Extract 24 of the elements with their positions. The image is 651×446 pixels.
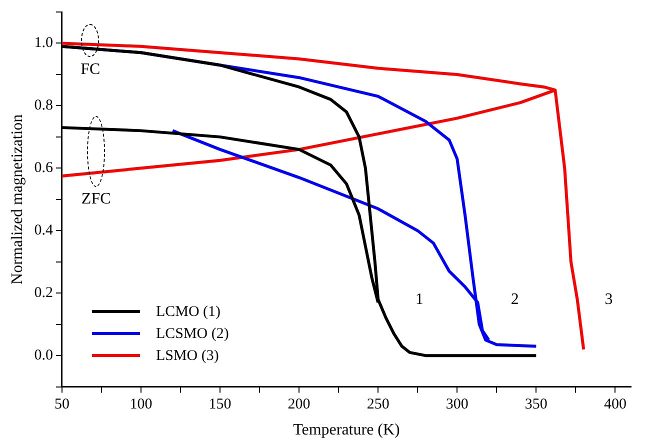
y-tick-label: 1.0 <box>34 35 53 52</box>
x-tick-label: 50 <box>54 396 70 413</box>
x-tick-label: 400 <box>604 396 626 413</box>
y-tick-label: 0.2 <box>34 285 53 302</box>
legend-label: LCSMO (2) <box>156 324 229 344</box>
x-axis-title: Temperature (K) <box>293 422 400 439</box>
annotation: FC <box>80 60 100 78</box>
x-tick-label: 150 <box>208 396 232 413</box>
y-tick-label: 0.0 <box>34 348 53 364</box>
annotation: 1 <box>415 291 424 308</box>
annotation: 3 <box>604 291 613 308</box>
annotation: ZFC <box>81 190 111 208</box>
x-tick-label: 300 <box>446 396 468 413</box>
y-tick-label: 0.6 <box>34 160 54 176</box>
x-tick-label: 250 <box>366 396 390 413</box>
y-axis-title: Normalized magnetization <box>8 114 26 284</box>
legend-label: LSMO (3) <box>156 346 219 366</box>
annotation: 2 <box>510 291 519 308</box>
x-tick-label: 200 <box>288 396 310 413</box>
legend-label: LCMO (1) <box>156 302 221 322</box>
x-tick-label: 350 <box>524 396 548 413</box>
y-tick-label: 0.8 <box>34 98 53 114</box>
y-tick-label: 0.4 <box>34 222 54 239</box>
x-tick-label: 100 <box>130 396 152 413</box>
